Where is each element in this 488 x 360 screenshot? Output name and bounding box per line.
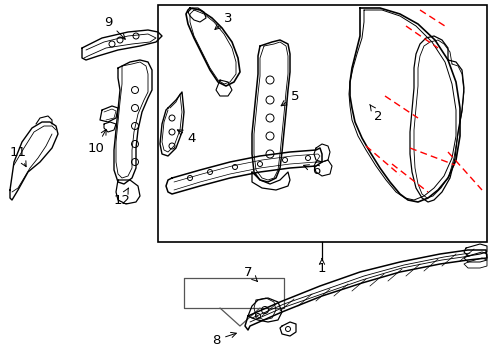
Text: 8: 8 (211, 332, 236, 346)
Bar (158, 5, 486, 242)
Text: 9: 9 (103, 15, 125, 39)
Text: 12: 12 (113, 188, 130, 207)
Text: 6: 6 (303, 163, 320, 176)
Text: 11: 11 (9, 145, 26, 167)
Text: 3: 3 (214, 12, 232, 30)
Text: 7: 7 (243, 266, 257, 282)
Text: 10: 10 (87, 129, 106, 154)
Text: 5: 5 (281, 90, 299, 106)
Text: 1: 1 (317, 258, 325, 274)
Text: 4: 4 (177, 130, 196, 144)
Text: 2: 2 (369, 104, 382, 122)
